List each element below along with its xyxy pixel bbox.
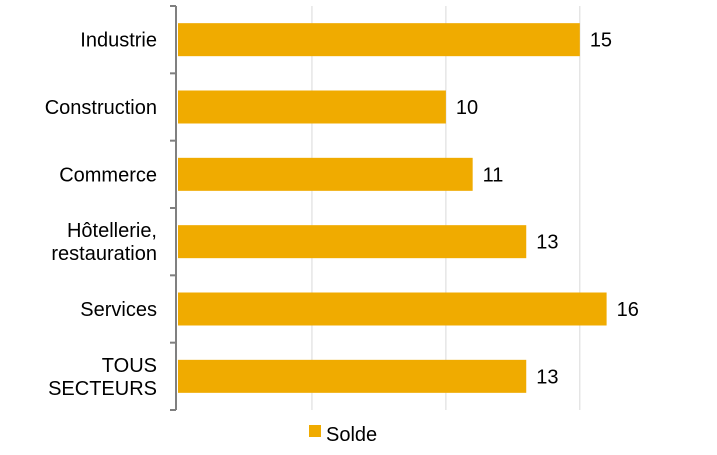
category-label-6-line-2: SECTEURS bbox=[48, 378, 157, 400]
data-label-6: 13 bbox=[536, 366, 558, 388]
data-label-5: 16 bbox=[617, 299, 639, 321]
category-label-6-line-1: TOUS bbox=[102, 355, 157, 377]
legend-label: Solde bbox=[326, 424, 377, 446]
bar-6 bbox=[178, 359, 527, 393]
bar-5 bbox=[178, 292, 607, 326]
bars bbox=[178, 23, 607, 393]
legend: Solde bbox=[309, 424, 377, 446]
bar-1 bbox=[178, 23, 580, 57]
category-labels: Industrie Construction Commerce Hôtellerie,… bbox=[45, 30, 157, 400]
y-axis bbox=[170, 5, 177, 411]
data-labels: 15 10 11 13 16 13 bbox=[456, 30, 639, 389]
bar-2 bbox=[178, 90, 446, 124]
bar-3 bbox=[178, 157, 473, 191]
legend-swatch bbox=[309, 425, 321, 437]
data-label-3: 11 bbox=[483, 164, 504, 186]
category-label-5: Services bbox=[80, 299, 157, 321]
gridlines bbox=[311, 6, 581, 410]
bar-4 bbox=[178, 225, 527, 259]
data-label-4: 13 bbox=[536, 232, 558, 254]
category-label-2: Construction bbox=[45, 97, 157, 119]
category-label-4-line-1: Hôtellerie, bbox=[67, 220, 157, 242]
data-label-1: 15 bbox=[590, 30, 612, 52]
category-label-3: Commerce bbox=[59, 164, 157, 186]
category-label-1: Industrie bbox=[80, 30, 157, 52]
data-label-2: 10 bbox=[456, 97, 478, 119]
category-label-4-line-2: restauration bbox=[51, 243, 157, 265]
